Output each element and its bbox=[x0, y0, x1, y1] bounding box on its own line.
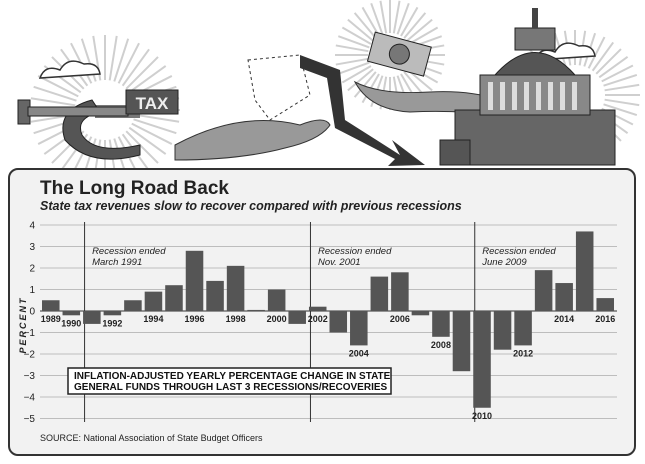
hand-left-icon bbox=[174, 119, 331, 161]
arrow-icon bbox=[300, 55, 425, 166]
y-tick-label: 4 bbox=[29, 221, 35, 232]
bar-2009 bbox=[452, 311, 471, 372]
year-label: 2008 bbox=[431, 340, 451, 350]
y-tick-label: −1 bbox=[24, 328, 36, 339]
bar-2015 bbox=[575, 231, 594, 311]
year-label: 1998 bbox=[226, 314, 246, 324]
year-label: 2002 bbox=[308, 314, 328, 324]
year-label: 2006 bbox=[390, 314, 410, 324]
y-tick-label: 1 bbox=[29, 285, 35, 296]
bar-1994 bbox=[144, 291, 163, 311]
chart-source: SOURCE: National Association of State Bu… bbox=[40, 433, 263, 443]
bar-1989 bbox=[42, 300, 60, 311]
c-clamp-icon bbox=[17, 99, 141, 160]
year-label: 1994 bbox=[143, 314, 163, 324]
info-box-line: INFLATION-ADJUSTED YEARLY PERCENTAGE CHA… bbox=[74, 371, 391, 382]
year-label: 1996 bbox=[185, 314, 205, 324]
annotation-label: Recession ended bbox=[318, 246, 392, 257]
annotation-date: March 1991 bbox=[92, 257, 142, 268]
y-tick-label: −2 bbox=[24, 350, 36, 361]
bar-2014 bbox=[555, 283, 573, 311]
bar-2008 bbox=[432, 311, 450, 337]
bar-2012 bbox=[514, 311, 532, 346]
bar-2000 bbox=[267, 289, 286, 311]
money-outline-icon bbox=[247, 54, 311, 121]
bar-2011 bbox=[493, 311, 512, 350]
y-tick-label: −4 bbox=[24, 393, 36, 404]
bar-2010 bbox=[473, 311, 491, 408]
annotation-label: Recession ended bbox=[92, 246, 166, 257]
y-axis-title: PERCENT bbox=[18, 296, 28, 353]
bar-2013 bbox=[534, 270, 553, 311]
bar-1995 bbox=[165, 285, 183, 311]
svg-text:TAX: TAX bbox=[136, 94, 169, 113]
year-label: 2014 bbox=[554, 314, 574, 324]
bar-1997 bbox=[206, 280, 224, 311]
tax-block-icon: TAX bbox=[125, 89, 179, 115]
bar-1990 bbox=[62, 311, 81, 316]
annotation-label: Recession ended bbox=[482, 246, 556, 257]
info-box-line: GENERAL FUNDS THROUGH LAST 3 RECESSIONS/… bbox=[74, 382, 388, 393]
bar-2007 bbox=[411, 311, 430, 316]
capitol-building-icon bbox=[439, 8, 616, 166]
y-tick-label: 2 bbox=[29, 264, 35, 275]
bar-1993 bbox=[124, 300, 142, 311]
bar-1992 bbox=[103, 311, 122, 316]
bar-1999 bbox=[247, 309, 265, 311]
y-tick-label: −5 bbox=[24, 414, 36, 425]
year-label: 2012 bbox=[513, 348, 533, 358]
dollar-bill-icon bbox=[366, 31, 432, 77]
y-tick-label: 0 bbox=[29, 307, 35, 318]
bar-2003 bbox=[329, 311, 348, 333]
bar-2004 bbox=[350, 311, 368, 346]
header-illustration: TAX bbox=[17, 0, 640, 175]
year-label: 1989 bbox=[41, 314, 61, 324]
chart-subtitle: State tax revenues slow to recover compa… bbox=[40, 199, 462, 213]
bar-2001 bbox=[288, 311, 306, 324]
bar-2005 bbox=[370, 276, 389, 311]
annotation-date: June 2009 bbox=[481, 257, 527, 268]
bar-2006 bbox=[391, 272, 409, 311]
chart-title: The Long Road Back bbox=[40, 178, 229, 199]
annotation-date: Nov. 2001 bbox=[318, 257, 361, 268]
year-label: 2016 bbox=[595, 314, 615, 324]
bar-2016 bbox=[596, 298, 614, 311]
y-tick-label: 3 bbox=[29, 242, 35, 253]
cloud-icon bbox=[38, 60, 101, 79]
year-label: 1990 bbox=[61, 318, 81, 328]
year-label: 2000 bbox=[267, 314, 287, 324]
bar-1991 bbox=[83, 311, 101, 324]
y-tick-label: −3 bbox=[24, 371, 36, 382]
info-box bbox=[67, 367, 392, 395]
year-label: 2010 bbox=[472, 411, 492, 421]
year-label: 2004 bbox=[349, 348, 369, 358]
bar-1996 bbox=[185, 250, 204, 311]
bar-1998 bbox=[226, 265, 245, 311]
year-label: 1992 bbox=[102, 318, 122, 328]
bar-2002 bbox=[308, 306, 327, 311]
